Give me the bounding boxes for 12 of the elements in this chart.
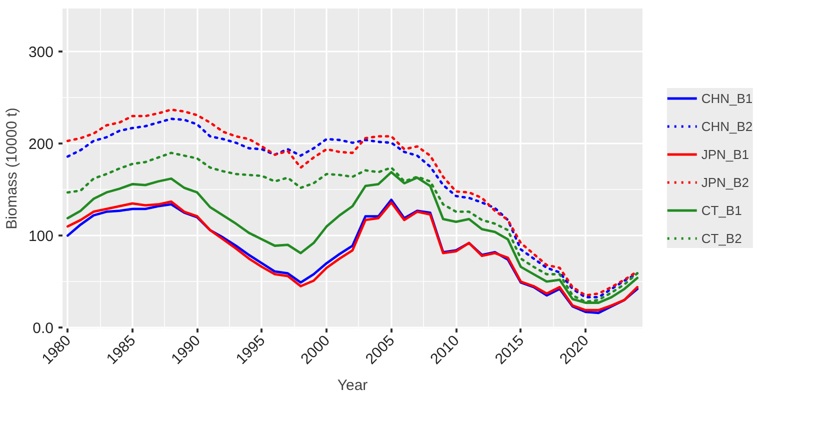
x-axis-title: Year [337, 376, 368, 394]
legend-label: CHN_B1 [701, 90, 753, 106]
legend-label: CT_B2 [701, 230, 742, 246]
legend-label: JPN_B1 [701, 146, 750, 162]
legend-label: CT_B1 [701, 202, 742, 218]
y-tick-label: 100 [28, 228, 54, 246]
legend-label: JPN_B2 [701, 174, 750, 190]
legend-label: CHN_B2 [701, 118, 753, 134]
y-axis-title: Biomass (10000 t) [3, 108, 20, 230]
y-tick-label: 0.0 [32, 320, 54, 338]
y-tick-label: 200 [28, 136, 54, 154]
y-tick-label: 300 [28, 44, 54, 62]
